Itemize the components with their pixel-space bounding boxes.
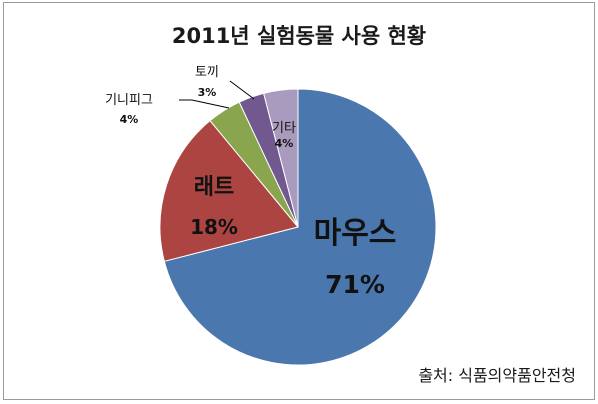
slice-percent-4: 3% xyxy=(198,86,217,99)
pie-slice-5 xyxy=(263,88,299,228)
slice-label-4: 토끼 xyxy=(195,65,219,80)
slice-label-5: 기타 xyxy=(272,121,296,136)
slice-label-1: 마우스 xyxy=(314,216,397,251)
slice-label-2: 래트 xyxy=(194,175,234,200)
leader-line-3 xyxy=(179,99,230,109)
source-note: 출처: 식품의약품안전청 xyxy=(418,366,576,385)
slice-percent-2: 18% xyxy=(190,215,238,239)
slice-percent-3: 4% xyxy=(120,113,139,126)
pie-slice-2 xyxy=(159,119,299,262)
slice-label-3: 기니피그 xyxy=(105,93,153,108)
slice-percent-1: 71% xyxy=(325,270,385,299)
pie-slice-1 xyxy=(163,88,437,366)
leader-line-4 xyxy=(229,80,255,100)
slice-percent-5: 4% xyxy=(275,137,294,150)
chart-title: 2011년 실험동물 사용 현황 xyxy=(171,24,427,48)
